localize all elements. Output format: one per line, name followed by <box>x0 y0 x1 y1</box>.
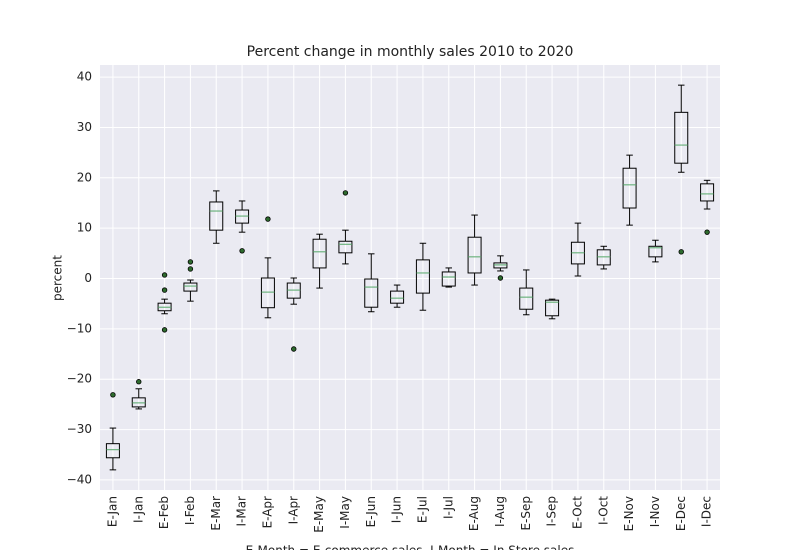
x-tick-label: I-Apr <box>286 496 300 524</box>
x-tick-label: E-May <box>312 496 326 533</box>
outlier <box>161 287 168 293</box>
box <box>596 249 611 266</box>
outlier <box>161 327 168 333</box>
box <box>674 111 689 164</box>
y-tick-label: −10 <box>67 321 92 335</box>
box <box>415 259 430 294</box>
box <box>519 287 534 310</box>
box <box>467 236 482 274</box>
outlier <box>678 249 684 255</box>
x-tick-label: I-Jun <box>390 496 404 523</box>
box <box>493 262 508 269</box>
x-tick-label: E-Mar <box>209 496 223 531</box>
outlier <box>497 275 504 281</box>
box <box>390 290 405 304</box>
chart-title: Percent change in monthly sales 2010 to … <box>247 44 574 60</box>
y-tick-label: −40 <box>67 472 92 486</box>
box <box>364 278 379 308</box>
outlier <box>291 346 297 352</box>
box <box>131 397 146 408</box>
box <box>260 277 275 309</box>
outlier <box>342 190 349 196</box>
x-tick-label: E-Jul <box>415 496 429 523</box>
x-tick-label: I-Aug <box>493 496 507 527</box>
x-tick-label: E-Feb <box>157 496 171 529</box>
y-tick-label: −30 <box>67 422 92 436</box>
box <box>286 282 301 299</box>
box <box>545 299 560 317</box>
y-axis-label: percent <box>51 255 65 301</box>
x-tick-label: I-Nov <box>648 496 662 527</box>
outlier <box>265 216 271 222</box>
x-tick-label: I-Feb <box>183 496 197 525</box>
outlier <box>187 266 194 272</box>
box <box>648 245 663 258</box>
box <box>622 167 637 209</box>
x-tick-label: I-Oct <box>596 496 610 525</box>
box <box>700 183 715 202</box>
box <box>312 238 327 269</box>
y-tick-label: 20 <box>77 170 92 184</box>
y-tick-label: 0 <box>84 271 92 285</box>
x-tick-label: I-Sep <box>545 496 559 527</box>
box <box>105 443 120 459</box>
x-axis-label: E-Month = E-commerce sales, I-Month = In… <box>246 544 575 550</box>
outlier <box>110 392 116 398</box>
y-tick-label: 10 <box>77 221 92 235</box>
box <box>441 271 456 287</box>
x-tick-label: I-Jul <box>441 496 455 519</box>
x-tick-label: I-Dec <box>700 496 714 527</box>
outlier <box>239 248 245 254</box>
y-tick-label: −20 <box>67 372 92 386</box>
x-tick-label: E-Sep <box>519 496 533 531</box>
outlier <box>187 259 194 265</box>
plot-area <box>100 65 720 490</box>
x-tick-label: I-May <box>338 496 352 529</box>
x-tick-label: E-Aug <box>467 496 481 531</box>
x-tick-label: E-Jan <box>105 496 119 527</box>
x-tick-label: E-Oct <box>570 496 584 529</box>
x-tick-label: E-Dec <box>674 496 688 531</box>
x-tick-label: E-Jun <box>364 496 378 527</box>
box <box>235 209 250 224</box>
x-tick-label: I-Mar <box>235 496 249 527</box>
box <box>338 240 353 254</box>
y-tick-label: 30 <box>77 120 92 134</box>
outlier <box>161 272 168 278</box>
y-tick-label: 40 <box>77 70 92 84</box>
x-tick-label: E-Apr <box>260 496 274 528</box>
marks <box>105 84 715 471</box>
x-tick-label: I-Jan <box>131 496 145 523</box>
x-tick-label: E-Nov <box>622 496 636 531</box>
outlier <box>136 379 142 385</box>
box <box>209 201 224 231</box>
box <box>183 282 198 292</box>
outlier <box>704 229 710 235</box>
